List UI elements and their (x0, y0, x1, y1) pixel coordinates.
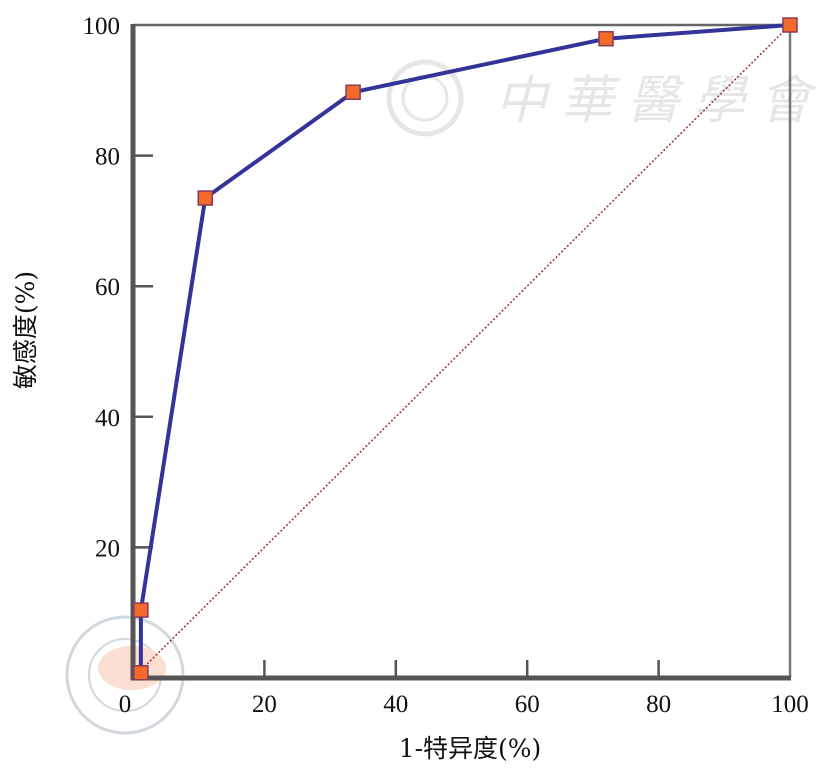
x-tick-label: 80 (646, 691, 671, 718)
data-point-marker (197, 190, 214, 206)
x-tick-label: 100 (771, 691, 809, 718)
x-tick-label: 20 (252, 691, 277, 718)
plot-frame (130, 23, 792, 681)
y-tick-label: 100 (83, 13, 121, 40)
y-tick-label: 40 (95, 405, 120, 432)
x-tick-label: 40 (383, 691, 408, 718)
x-axis-title: 1-特异度(%) (399, 734, 542, 763)
x-tick-label: 60 (515, 691, 540, 718)
y-tick-label: 80 (95, 144, 120, 171)
x-tick-label: 0 (119, 691, 132, 718)
data-point-marker (345, 84, 361, 101)
reference-line (132, 24, 791, 679)
x-tick-labels: 0 20 40 60 80 100 (119, 691, 809, 718)
roc-series (133, 17, 798, 681)
data-point-marker (782, 17, 798, 33)
watermark-logo: 中華醫學會 (386, 59, 825, 137)
svg-text:中華醫學會: 中華醫學會 (495, 71, 825, 131)
data-point-marker (598, 30, 614, 47)
y-tick-label: 60 (95, 274, 120, 301)
y-tick-label: 20 (95, 535, 120, 562)
reference-diagonal (132, 24, 791, 679)
data-point-marker (133, 665, 149, 681)
series-line (138, 23, 791, 673)
y-axis-title: 敏感度(%) (11, 271, 40, 389)
data-point-marker (133, 602, 149, 618)
axis-ticks (133, 154, 660, 678)
y-tick-labels: 20 40 60 80 100 (83, 13, 121, 562)
